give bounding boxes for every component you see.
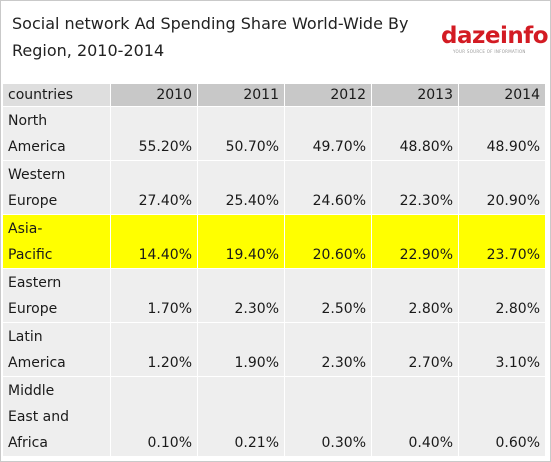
- table-row: Asia- Pacific 14.40% 19.40% 20.60% 22.90% 23.7…: [2, 214, 546, 269]
- logo-wordmark: dazeinfo: [441, 23, 549, 49]
- value-cell-2013: 2.70%: [371, 322, 459, 377]
- column-header-2010: 2010: [110, 83, 198, 107]
- column-header-2014: 2014: [458, 83, 546, 107]
- value-cell-2011: 2.30%: [197, 268, 285, 323]
- value-cell-2010: 1.70%: [110, 268, 198, 323]
- logo-tagline: YOUR SOURCE OF INFORMATION: [453, 49, 526, 54]
- data-table: countries 2010 2011 2012 2013 2014 North Ameri…: [2, 83, 546, 456]
- value-cell-2014: 3.10%: [458, 322, 546, 377]
- chart-header: Social network Ad Spending Share World-W…: [1, 1, 550, 78]
- value-cell-2010: 14.40%: [110, 214, 198, 269]
- table-row: North America 55.20% 50.70% 49.70% 48.80% 48.9…: [2, 106, 546, 161]
- region-name-line: Europe: [8, 301, 58, 317]
- value-cell-2014: 0.60%: [458, 376, 546, 456]
- value-cell-2011: 25.40%: [197, 160, 285, 215]
- value-cell-2012: 0.30%: [284, 376, 372, 456]
- region-name-line: Western: [8, 167, 66, 183]
- table-row: Latin America 1.20% 1.90% 2.30% 2.70% 3.10%: [2, 322, 546, 377]
- region-name-line: North: [8, 113, 48, 129]
- value-cell-2013: 22.90%: [371, 214, 459, 269]
- value-cell-2012: 2.30%: [284, 322, 372, 377]
- value-cell-2010: 1.20%: [110, 322, 198, 377]
- value-cell-2013: 48.80%: [371, 106, 459, 161]
- chart-title-line-1: Social network Ad Spending Share World-W…: [12, 14, 409, 33]
- value-cell-2011: 50.70%: [197, 106, 285, 161]
- chart-title-line-2: Region, 2010-2014: [12, 41, 165, 60]
- value-cell-2011: 0.21%: [197, 376, 285, 456]
- data-table-container: countries 2010 2011 2012 2013 2014 North Ameri…: [2, 83, 546, 456]
- chart-title: Social network Ad Spending Share World-W…: [12, 10, 432, 64]
- region-name-cell: North America: [2, 106, 111, 161]
- value-cell-2013: 22.30%: [371, 160, 459, 215]
- region-name-cell: Western Europe: [2, 160, 111, 215]
- region-name-line: Latin: [8, 329, 43, 345]
- value-cell-2011: 1.90%: [197, 322, 285, 377]
- region-name-cell: Latin America: [2, 322, 111, 377]
- value-cell-2012: 20.60%: [284, 214, 372, 269]
- value-cell-2014: 2.80%: [458, 268, 546, 323]
- region-name-line: Pacific: [8, 247, 53, 263]
- region-name-cell: Middle East and Africa: [2, 376, 111, 456]
- value-cell-2010: 0.10%: [110, 376, 198, 456]
- table-header-row: countries 2010 2011 2012 2013 2014: [2, 83, 546, 107]
- region-name-line: Asia-: [8, 221, 43, 237]
- value-cell-2010: 27.40%: [110, 160, 198, 215]
- column-header-2011: 2011: [197, 83, 285, 107]
- value-cell-2011: 19.40%: [197, 214, 285, 269]
- region-name-line: America: [8, 355, 66, 371]
- value-cell-2012: 49.70%: [284, 106, 372, 161]
- region-name-cell: Eastern Europe: [2, 268, 111, 323]
- value-cell-2014: 48.90%: [458, 106, 546, 161]
- region-name-line: Eastern: [8, 275, 62, 291]
- column-header-2012: 2012: [284, 83, 372, 107]
- table-row: Middle East and Africa 0.10% 0.21% 0.30% 0.40%…: [2, 376, 546, 456]
- region-name-line: Europe: [8, 193, 58, 209]
- table-row: Western Europe 27.40% 25.40% 24.60% 22.30% 20.…: [2, 160, 546, 215]
- column-header-countries: countries: [2, 83, 111, 107]
- value-cell-2014: 23.70%: [458, 214, 546, 269]
- value-cell-2014: 20.90%: [458, 160, 546, 215]
- value-cell-2012: 2.50%: [284, 268, 372, 323]
- value-cell-2010: 55.20%: [110, 106, 198, 161]
- value-cell-2013: 0.40%: [371, 376, 459, 456]
- region-name-cell: Asia- Pacific: [2, 214, 111, 269]
- region-name-line: East and: [8, 409, 69, 425]
- value-cell-2012: 24.60%: [284, 160, 372, 215]
- region-name-line: Middle: [8, 383, 55, 399]
- table-body: North America 55.20% 50.70% 49.70% 48.80% 48.9…: [2, 106, 546, 456]
- region-name-line: Africa: [8, 435, 48, 451]
- region-name-line: America: [8, 139, 66, 155]
- column-header-2013: 2013: [371, 83, 459, 107]
- value-cell-2013: 2.80%: [371, 268, 459, 323]
- dazeinfo-logo: dazeinfo YOUR SOURCE OF INFORMATION: [441, 23, 549, 57]
- table-row: Eastern Europe 1.70% 2.30% 2.50% 2.80% 2.80%: [2, 268, 546, 323]
